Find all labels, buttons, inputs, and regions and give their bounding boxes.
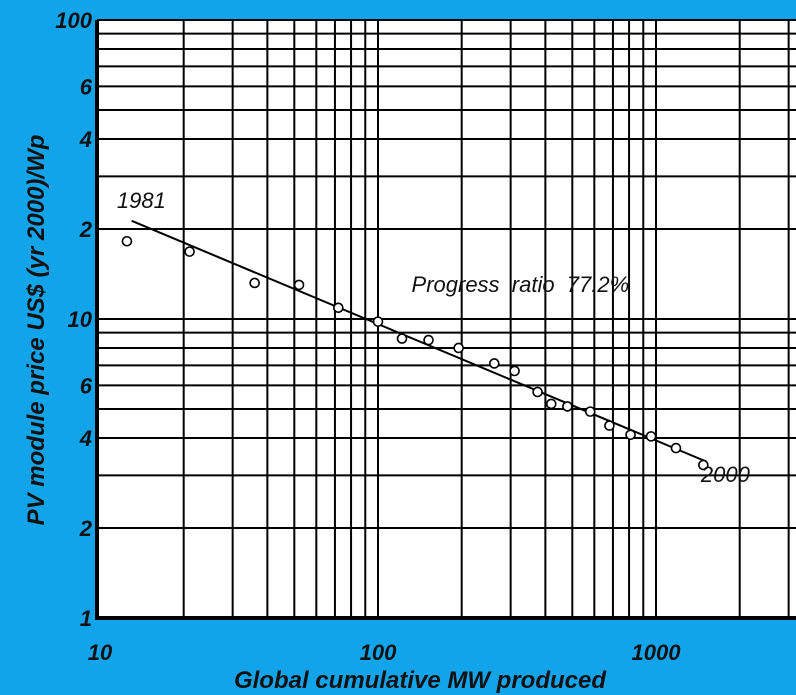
data-point: [562, 401, 573, 412]
y-axis-label: PV module price US$ (yr 2000)/Wp: [23, 135, 50, 526]
y-tick-label: 4: [79, 127, 92, 152]
data-point: [396, 333, 408, 344]
data-point: [604, 420, 615, 431]
data-point: [509, 365, 520, 377]
y-tick-label: 2: [79, 516, 93, 541]
x-tick-labels: 10 100 1000: [88, 640, 681, 665]
y-tick-label: 2: [79, 217, 93, 242]
y-tick-label: 6: [80, 74, 93, 99]
data-point: [545, 398, 557, 410]
data-point: [584, 406, 596, 417]
data-point: [453, 342, 464, 354]
x-tick-label: 10: [88, 640, 113, 665]
annotation-label: 2000: [700, 462, 751, 487]
y-tick-labels: 1 2 4 6 10 2 4 6 100: [55, 8, 92, 631]
x-tick-label: 1000: [632, 640, 682, 665]
y-tick-label: 1: [80, 606, 92, 631]
data-point: [184, 246, 195, 257]
x-tick-label: 100: [360, 640, 397, 665]
data-point: [488, 358, 500, 369]
data-point: [532, 386, 543, 398]
data-point: [645, 431, 657, 442]
data-point: [249, 277, 260, 289]
data-point: [670, 442, 682, 454]
y-tick-label: 100: [55, 8, 92, 33]
annotation-label: Progress ratio 77.2%: [412, 272, 630, 297]
data-point: [121, 235, 133, 247]
data-point: [333, 302, 344, 314]
y-tick-label: 4: [79, 426, 92, 451]
y-tick-label: 6: [80, 373, 93, 398]
data-point: [698, 459, 709, 471]
annotations: 1981 Progress ratio 77.2% 2000: [117, 188, 751, 487]
data-points: [121, 235, 709, 471]
data-point: [293, 279, 305, 291]
data-point: [423, 334, 434, 346]
y-tick-label: 10: [68, 307, 93, 332]
grid: [97, 19, 796, 619]
annotation-label: 1981: [117, 188, 166, 213]
data-point: [372, 316, 384, 327]
data-point: [625, 429, 636, 441]
x-axis-label: Global cumulative MW produced: [234, 667, 607, 694]
